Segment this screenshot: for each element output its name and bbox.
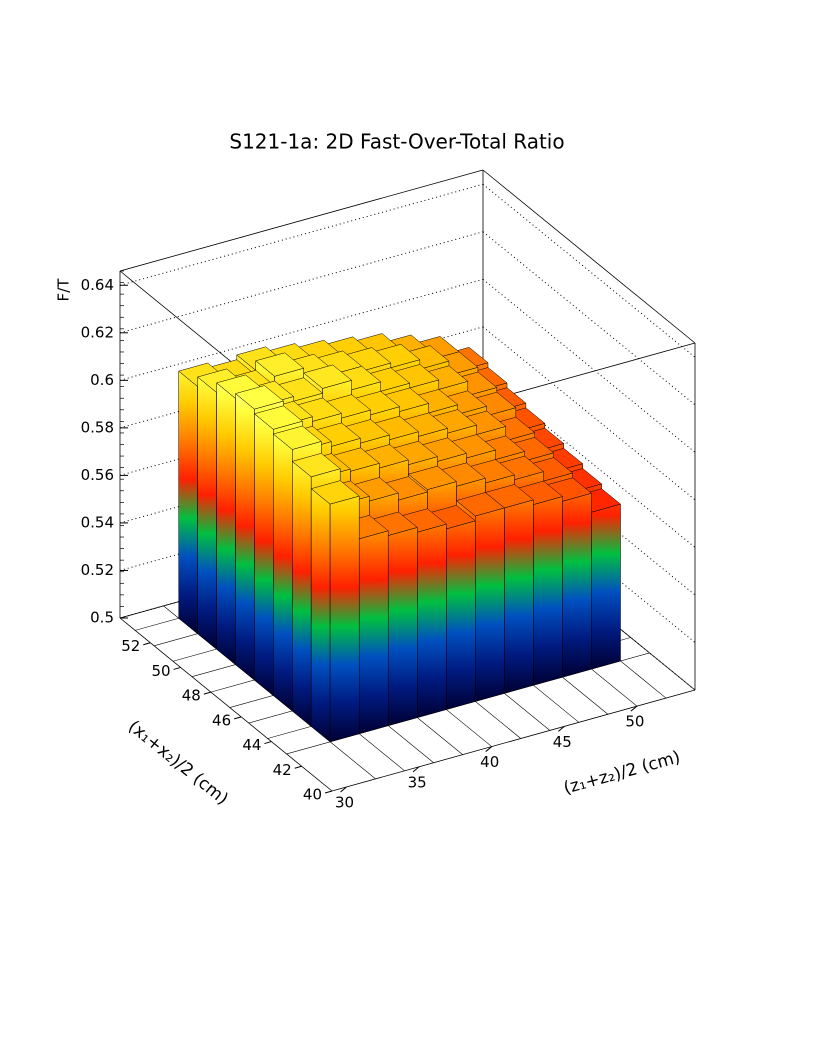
z-tick (485, 746, 493, 752)
bar-side (216, 382, 236, 665)
bar-side (178, 370, 198, 634)
box-edge (119, 169, 484, 272)
bar-top (303, 364, 352, 389)
bar-front (446, 520, 476, 710)
bar-front (475, 507, 505, 702)
bar-side (292, 461, 312, 727)
bar-top (292, 453, 341, 478)
y-tick-label: 0.58 (81, 418, 114, 436)
x-tick-label: 44 (242, 736, 261, 754)
x-tick-label: 42 (273, 761, 292, 779)
z-tick-label: 30 (335, 793, 354, 811)
x-tick (324, 790, 333, 794)
box-edge (119, 617, 333, 792)
x-tick-label: 50 (151, 662, 170, 680)
bar-front (387, 527, 418, 726)
bar-front (504, 499, 534, 694)
z-tick (340, 786, 347, 793)
y-tick-label: 0.6 (90, 371, 114, 389)
x-tick-label: 52 (121, 637, 140, 655)
bar-side (273, 433, 293, 712)
bar-top (235, 385, 284, 410)
x-tick (203, 691, 211, 695)
box-edge (331, 689, 696, 792)
grid-line (482, 326, 696, 501)
z-tick-label: 35 (408, 773, 427, 791)
grid-line (482, 374, 696, 548)
bar-front (417, 523, 447, 718)
grid-line (119, 278, 484, 381)
z-axis-label: (z₁+z₂)/2 (cm) (561, 747, 682, 798)
y-tick-label: 0.52 (81, 561, 114, 579)
bar-front (329, 495, 360, 743)
bar-top (255, 352, 304, 377)
bar-front (562, 492, 592, 678)
y-tick-label: 0.62 (81, 323, 114, 341)
bar-side (310, 488, 331, 743)
z-tick (630, 705, 638, 712)
y-tick-label: 0.56 (81, 466, 114, 484)
chart-title: S121-1a: 2D Fast-Over-Total Ratio (229, 130, 564, 154)
grid-line (119, 231, 484, 334)
x-tick (143, 642, 151, 646)
bar-side (197, 376, 217, 650)
y-tick-label: 0.54 (81, 513, 114, 531)
z-tick (412, 766, 420, 773)
bar-front (533, 496, 563, 686)
bar-side (254, 413, 274, 696)
x-tick (173, 666, 181, 670)
bar-top (456, 492, 505, 517)
bar (310, 480, 360, 743)
bar-front (358, 530, 389, 734)
x-tick-label: 40 (303, 786, 322, 804)
x-tick-label: 48 (182, 687, 201, 705)
z-tick-label: 45 (553, 733, 572, 751)
z-tick (557, 725, 565, 732)
x-tick (294, 765, 302, 769)
x-tick (234, 716, 242, 720)
grid-line (482, 278, 696, 453)
z-tick-label: 40 (480, 753, 499, 771)
bar-top (254, 405, 303, 430)
grid-line (482, 183, 696, 358)
bar-top (273, 425, 322, 450)
bar-side (235, 393, 255, 681)
y-tick-label: 0.5 (90, 609, 114, 627)
x-tick-label: 46 (212, 711, 231, 729)
bar-top (310, 480, 360, 505)
grid-line (119, 183, 484, 286)
x-tick (264, 741, 272, 745)
y-tick-label: 0.64 (81, 276, 114, 294)
x-axis-label: (x₁+x₂)/2 (cm) (124, 717, 232, 810)
box-edge (482, 169, 696, 344)
z-tick-label: 50 (625, 713, 644, 731)
bar-top (408, 465, 457, 490)
bar-front (591, 503, 621, 670)
y-axis-label: F/T (55, 278, 73, 302)
grid-line (482, 231, 696, 406)
